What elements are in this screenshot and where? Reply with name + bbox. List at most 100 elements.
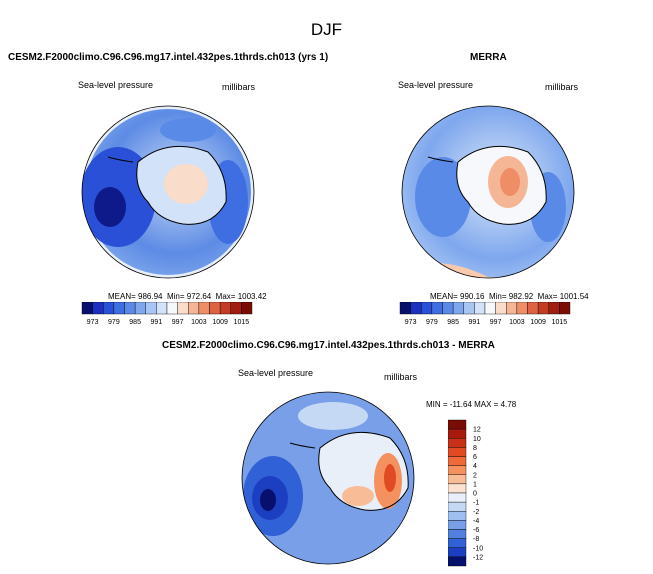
units-label-obs: millibars	[545, 82, 579, 92]
colorbar-swatch	[537, 302, 549, 315]
colorbar-swatch	[81, 302, 93, 315]
colorbar-tick-label: 985	[129, 319, 141, 326]
colorbar-swatch	[103, 302, 115, 315]
colorbar-swatch	[177, 302, 189, 315]
colorbar-swatch	[448, 483, 467, 494]
colorbar-swatch	[495, 302, 507, 315]
colorbar-swatch	[448, 511, 467, 521]
colorbar-swatch	[448, 474, 467, 485]
stats-obs: MEAN= 990.16 Min= 982.92 Max= 1001.54	[430, 292, 589, 301]
low-pressure-core	[94, 187, 126, 227]
colorbar-tick-label: 985	[447, 319, 459, 326]
panel-title-diff: CESM2.F2000climo.C96.C96.mg17.intel.432p…	[162, 340, 495, 351]
colorbar-swatch	[448, 456, 467, 466]
colorbar-swatch	[113, 302, 125, 315]
colorbar-swatch	[399, 302, 411, 315]
polar-map-diff	[241, 391, 415, 565]
colorbar-tick-label: 979	[108, 319, 120, 326]
colorbar-tick-label: 8	[473, 445, 477, 452]
colorbar-tick-label: -4	[473, 518, 479, 525]
panel-title-obs: MERRA	[470, 52, 507, 63]
colorbar-tick-label: -6	[473, 527, 479, 534]
stats-diff: MIN = -11.64 MAX = 4.78	[426, 400, 517, 409]
colorbar-tick-label: 1003	[191, 319, 207, 326]
colorbar-swatch	[124, 302, 136, 315]
colorbar-swatch	[527, 302, 539, 315]
colorbar-tick-label: 1	[473, 481, 477, 488]
colorbar-swatch	[448, 520, 467, 530]
colorbar-swatch	[448, 547, 467, 558]
colorbar-swatch	[448, 465, 467, 475]
colorbar-swatch	[448, 428, 467, 439]
colorbar-tick-label: 1015	[234, 319, 250, 326]
colorbar-swatch	[92, 302, 104, 315]
colorbar-tick-label: -8	[473, 536, 479, 543]
colorbar-tick-label: 997	[172, 319, 184, 326]
colorbar-swatch	[421, 302, 433, 315]
colorbar-swatch	[156, 302, 168, 315]
colorbar-tick-label: -12	[473, 554, 483, 561]
colorbar-swatch	[516, 302, 528, 315]
colorbar-swatch	[448, 438, 467, 448]
variable-label-obs: Sea-level pressure	[398, 80, 474, 90]
colorbar-tick-label: 1009	[212, 319, 228, 326]
colorbar-swatch	[198, 302, 210, 315]
colorbar-tick-label: -10	[473, 545, 483, 552]
colorbar-tick-label: 991	[151, 319, 163, 326]
colorbar-swatch	[166, 302, 178, 315]
colorbar-tick-label: 1003	[509, 319, 525, 326]
colorbar-swatch	[431, 302, 443, 315]
colorbar-swatch	[448, 501, 467, 512]
colorbar-swatch	[448, 492, 467, 503]
colorbar-model: 973 979 985 991 997 1003 1009 1015	[81, 302, 253, 326]
colorbar-tick-label: 12	[473, 427, 481, 434]
colorbar-tick-label: -1	[473, 500, 479, 507]
map-border	[81, 105, 255, 279]
colorbar-swatch	[506, 302, 518, 315]
variable-label-diff: Sea-level pressure	[238, 368, 314, 378]
colorbar-swatch	[134, 302, 146, 315]
colorbar-tick-label: 2	[473, 472, 477, 479]
colorbar-swatch	[188, 302, 200, 315]
polar-map-model	[81, 105, 255, 279]
colorbar-swatch	[241, 302, 253, 315]
colorbar-swatch	[452, 302, 464, 315]
colorbar-swatch	[448, 538, 467, 548]
colorbar-tick-label: 979	[426, 319, 438, 326]
units-label-diff: millibars	[384, 372, 418, 382]
colorbar-swatch	[145, 302, 157, 315]
colorbar-tick-label: 1009	[530, 319, 546, 326]
colorbar-tick-label: 6	[473, 454, 477, 461]
stats-model: MEAN= 986.94 Min= 972.64 Max= 1003.42	[108, 292, 267, 301]
coastline	[107, 145, 227, 225]
colorbar-tick-label: 973	[405, 319, 417, 326]
units-label-model: millibars	[222, 82, 256, 92]
colorbar-tick-label: 10	[473, 436, 481, 443]
colorbar-swatch	[559, 302, 571, 315]
colorbar-swatch	[474, 302, 486, 315]
panel-title-model: CESM2.F2000climo.C96.C96.mg17.intel.432p…	[8, 52, 329, 63]
colorbar-tick-label: 4	[473, 463, 477, 470]
colorbar-swatch	[448, 419, 467, 430]
colorbar-tick-label: 0	[473, 491, 477, 498]
colorbar-obs: 973 979 985 991 997 1003 1009 1015	[399, 302, 571, 326]
colorbar-swatch	[448, 447, 467, 457]
colorbar-swatch	[548, 302, 560, 315]
page-title: DJF	[310, 20, 343, 39]
colorbar-tick-label: 973	[87, 319, 99, 326]
colorbar-swatch	[442, 302, 454, 315]
colorbar-swatch	[448, 556, 467, 567]
colorbar-tick-label: 1015	[552, 319, 568, 326]
colorbar-swatch	[219, 302, 231, 315]
colorbar-swatch	[463, 302, 475, 315]
colorbar-swatch	[484, 302, 496, 315]
colorbar-swatch	[209, 302, 221, 315]
colorbar-swatch	[230, 302, 242, 315]
colorbar-swatch	[410, 302, 422, 315]
colorbar-tick-label: -2	[473, 509, 479, 516]
colorbar-tick-label: 997	[490, 319, 502, 326]
colorbar-swatch	[448, 529, 467, 539]
colorbar-tick-label: 991	[469, 319, 481, 326]
polar-map-obs	[401, 105, 575, 279]
